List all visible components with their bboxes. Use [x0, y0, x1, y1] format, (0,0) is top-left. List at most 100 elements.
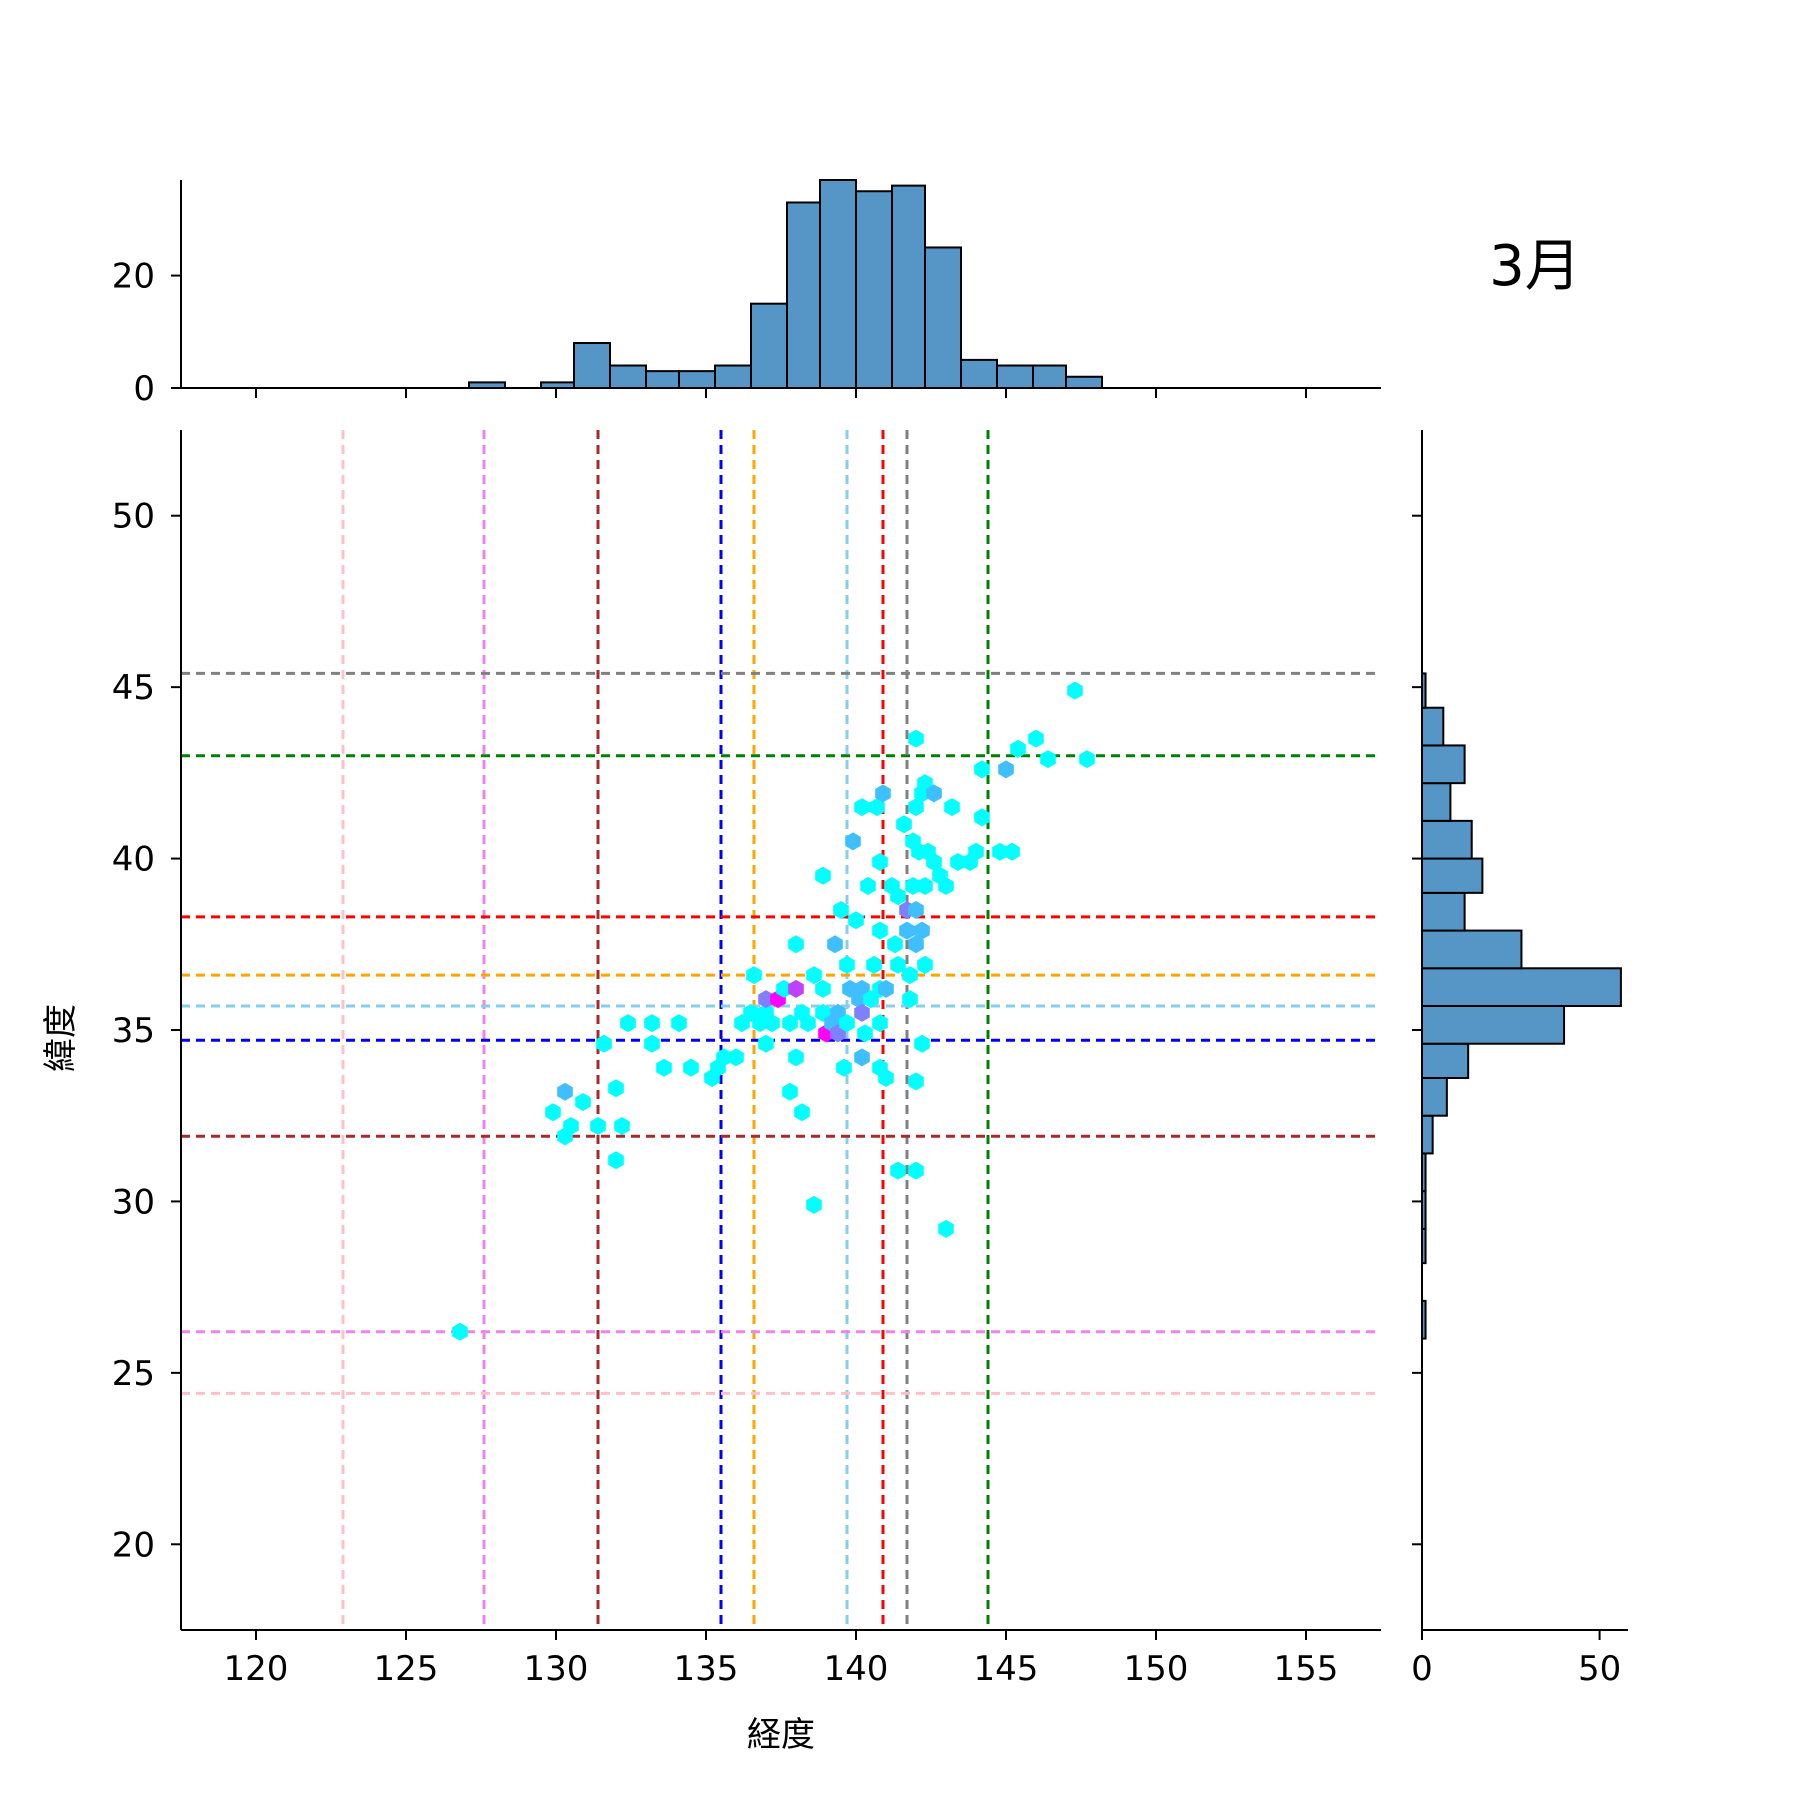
- hexbin-cell: [908, 1072, 924, 1091]
- hexbin-cell: [764, 1014, 780, 1033]
- hexbin-cell: [788, 935, 804, 954]
- hexbin-cell: [872, 853, 888, 871]
- hexbin-cell: [854, 1048, 870, 1067]
- x-axis-label: 経度: [747, 1715, 815, 1755]
- right-histogram-bar: [1421, 1077, 1448, 1117]
- hexbin-cell: [590, 1117, 606, 1135]
- hexbin-cell: [596, 1034, 612, 1053]
- hexbin-cell: [452, 1322, 468, 1341]
- x-tick-label: 120: [224, 1649, 289, 1689]
- hexbin-cell: [1010, 739, 1026, 758]
- hexbin-cell: [908, 1161, 924, 1180]
- hexbin-cell: [815, 979, 831, 998]
- hexbin-cell: [899, 921, 915, 940]
- hexbin-cell: [878, 1069, 894, 1087]
- hexbin-cell: [908, 935, 924, 954]
- right-histogram-bar: [1421, 967, 1622, 1007]
- top-histogram-bar: [1032, 364, 1067, 390]
- hexbin-cell: [776, 979, 792, 998]
- hexbin-cell: [848, 911, 864, 930]
- x-tick-label: 155: [1274, 1649, 1339, 1689]
- y-tick-label: 45: [112, 668, 155, 708]
- hexbin-cell: [866, 955, 882, 974]
- right-hist-x-tick-label: 50: [1578, 1649, 1621, 1689]
- hexbin-cell: [716, 1048, 732, 1067]
- hexbin-cell: [944, 798, 960, 817]
- hexbin-cell: [563, 1117, 579, 1135]
- y-tick-label: 50: [112, 497, 155, 537]
- hexbin-cell: [917, 955, 933, 974]
- x-tick-label: 130: [524, 1649, 589, 1689]
- right-histogram-bar: [1421, 744, 1466, 785]
- top-histogram-bar: [924, 246, 962, 389]
- x-tick-label: 140: [824, 1649, 889, 1689]
- top-histogram-bar: [609, 364, 647, 390]
- y-tick-label: 35: [112, 1011, 155, 1051]
- top-histogram-bar: [855, 190, 893, 389]
- hexbin-cell: [857, 1024, 873, 1043]
- y-tick-label: 40: [112, 840, 155, 880]
- hexbin-cell: [992, 842, 1008, 861]
- right-histogram-bar: [1421, 1005, 1566, 1045]
- x-tick-label: 145: [974, 1649, 1039, 1689]
- hexbin-cell: [806, 966, 822, 985]
- hexbin-cell: [683, 1058, 699, 1077]
- top-histogram-bar: [645, 370, 680, 389]
- hexbin-cell: [608, 1079, 624, 1098]
- top-histogram-axes: 0 20: [112, 180, 1381, 409]
- hexbin-cell: [875, 784, 891, 803]
- top-hist-y-tick-label: 20: [112, 257, 155, 297]
- hexbin-cell: [836, 1058, 852, 1077]
- hexbin-cell: [950, 853, 966, 871]
- hexbin-cell: [845, 832, 861, 851]
- hexbin-cell: [1004, 842, 1020, 861]
- y-tick-label: 30: [112, 1182, 155, 1222]
- hexbin-cell: [839, 1014, 855, 1033]
- hexbin-cell: [902, 966, 918, 985]
- hexbin-cell: [926, 784, 942, 803]
- main-axes: 120 125 130 135 140 145 150 155 20 25 30 35 40 45 50: [112, 430, 1381, 1689]
- hexbin-cell: [902, 990, 918, 1009]
- hexbin-cell: [1079, 750, 1095, 769]
- right-histogram: [1421, 672, 1622, 1340]
- hexbin-cell: [968, 842, 984, 861]
- top-histogram-bar: [1065, 375, 1103, 389]
- hexbin-cell: [908, 798, 924, 817]
- y-tick-label: 25: [112, 1354, 155, 1394]
- hexbin-layer: [452, 681, 1095, 1341]
- top-histogram-bar: [960, 358, 998, 390]
- top-hist-y-tick-label: 0: [133, 369, 155, 409]
- hexbin-cell: [545, 1103, 561, 1122]
- hexbin-cell: [914, 921, 930, 940]
- hexbin-cell: [908, 729, 924, 748]
- top-histogram-bar: [819, 179, 857, 389]
- top-histogram-bar: [891, 184, 926, 389]
- hexbin-cell: [854, 1003, 870, 1022]
- hexbin-cell: [800, 1014, 816, 1033]
- hexbin-cell: [788, 1048, 804, 1067]
- right-histogram-bar: [1421, 819, 1473, 860]
- top-histogram-bar: [714, 364, 752, 390]
- hexbin-cell: [575, 1093, 591, 1111]
- right-histogram-bar: [1421, 782, 1452, 822]
- x-tick-label: 125: [374, 1649, 439, 1689]
- top-histogram-bar: [573, 342, 611, 390]
- hexbin-cell: [782, 1014, 798, 1033]
- top-histogram: [468, 179, 1103, 390]
- hexbin-cell: [974, 760, 990, 779]
- reference-lines: [181, 430, 1381, 1630]
- right-histogram-bar: [1421, 929, 1523, 970]
- hexbin-cell: [671, 1014, 687, 1033]
- hexbin-cell: [872, 1014, 888, 1033]
- hexbin-cell: [872, 921, 888, 940]
- top-histogram-bar: [750, 302, 788, 390]
- top-histogram-bar: [786, 201, 821, 389]
- hexbin-cell: [1040, 750, 1056, 769]
- hexbin-cell: [644, 1034, 660, 1053]
- hexbin-cell: [890, 1161, 906, 1180]
- hexbin-cell: [839, 955, 855, 974]
- hexbin-cell: [905, 877, 921, 895]
- hexbin-cell: [887, 935, 903, 954]
- hexbin-cell: [557, 1082, 573, 1101]
